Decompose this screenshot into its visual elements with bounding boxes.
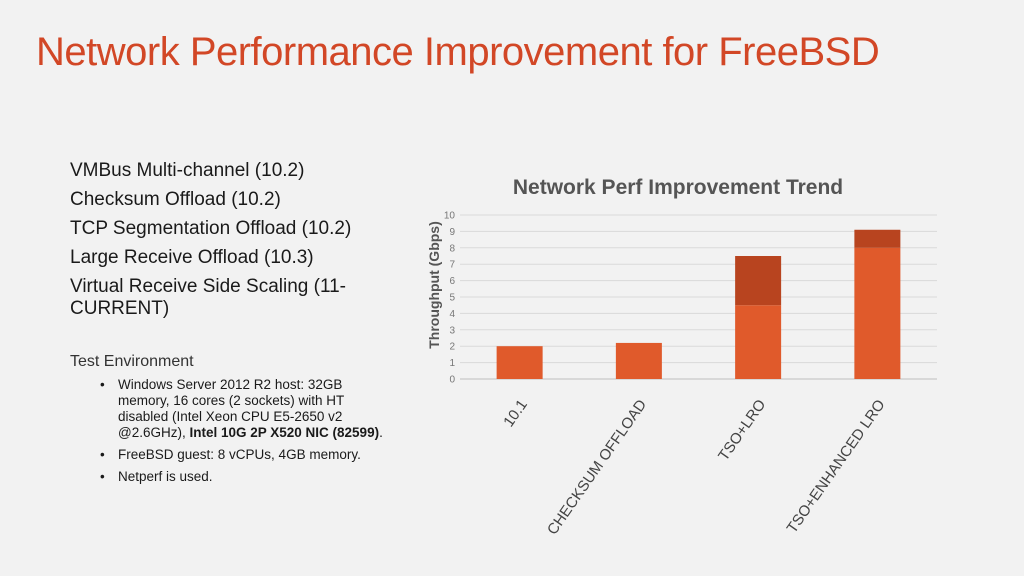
feature-item: Large Receive Offload (10.3) — [70, 247, 314, 268]
bar-segment — [615, 342, 662, 379]
slide-title: Network Performance Improvement for Free… — [36, 30, 880, 74]
feature-item: Checksum Offload (10.2) — [70, 189, 281, 210]
y-tick-label: 5 — [449, 293, 455, 304]
host-nic-text: Intel 10G 2P X520 NIC (82599) — [189, 425, 380, 440]
feature-item: VMBus Multi-channel (10.2) — [70, 160, 305, 181]
bar-segment — [854, 229, 901, 248]
x-category-label: TSO+LRO — [715, 397, 769, 464]
y-tick-label: 8 — [449, 243, 455, 254]
y-tick-label: 7 — [449, 260, 455, 271]
bar-segment — [735, 256, 782, 306]
bar-segment — [496, 346, 543, 379]
env-item-tool: Netperf is used. — [100, 469, 395, 485]
env-item-guest: FreeBSD guest: 8 vCPUs, 4GB memory. — [100, 447, 395, 463]
host-end-text: . — [379, 425, 383, 440]
y-tick-label: 4 — [449, 309, 455, 320]
y-axis-ticks: 0 1 2 3 4 5 6 7 8 9 10 — [444, 211, 456, 386]
test-environment-heading: Test Environment — [70, 353, 194, 370]
y-axis-title: Throughput (Gbps) — [426, 221, 442, 349]
y-tick-label: 0 — [449, 375, 455, 386]
bar-segment — [735, 305, 782, 379]
throughput-bar-chart: Network Perf Improvement Trend Throughpu… — [426, 176, 937, 538]
x-category-label: CHECKSUM OFFLOAD — [544, 396, 650, 538]
x-category-label: TSO+ENHANCED LRO — [784, 397, 889, 537]
feature-item: Virtual Receive Side Scaling (11-CURRENT… — [70, 276, 346, 319]
chart-title: Network Perf Improvement Trend — [513, 176, 843, 199]
feature-item: TCP Segmentation Offload (10.2) — [70, 218, 352, 239]
bar-segment — [854, 247, 901, 379]
y-tick-label: 2 — [449, 342, 455, 353]
feature-list: VMBus Multi-channel (10.2) Checksum Offl… — [70, 160, 400, 327]
test-environment-list: Windows Server 2012 R2 host: 32GB memory… — [100, 377, 395, 491]
y-tick-label: 9 — [449, 227, 455, 238]
y-tick-label: 1 — [449, 358, 455, 369]
y-tick-label: 10 — [444, 211, 456, 222]
host-text: Windows Server 2012 R2 host: 32GB memory… — [118, 377, 345, 440]
x-category-label: 10.1 — [500, 397, 531, 431]
env-item-host: Windows Server 2012 R2 host: 32GB memory… — [100, 377, 395, 441]
y-tick-label: 3 — [449, 325, 455, 336]
y-tick-label: 6 — [449, 276, 455, 287]
bars — [496, 229, 901, 379]
x-axis-categories: 10.1 CHECKSUM OFFLOAD TSO+LRO TSO+ENHANCED … — [500, 396, 888, 538]
